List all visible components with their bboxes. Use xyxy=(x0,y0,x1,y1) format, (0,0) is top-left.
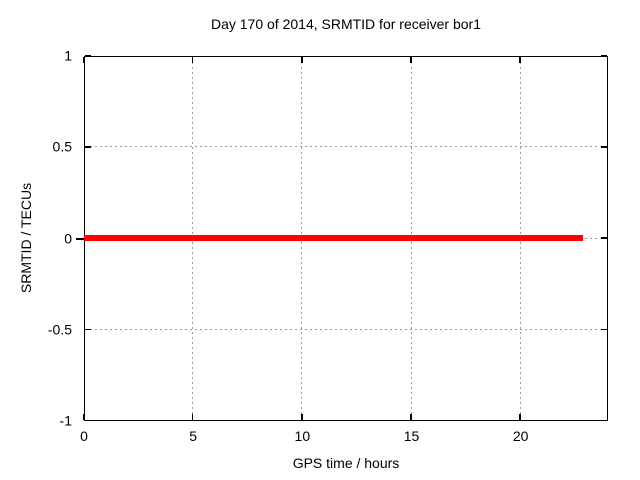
x-tick-label: 15 xyxy=(403,428,420,444)
x-tick-label: 20 xyxy=(512,428,529,444)
x-tick-bottom xyxy=(410,414,412,420)
y-tick-right xyxy=(601,54,607,57)
y-tick-left xyxy=(85,328,91,330)
y-tick-right xyxy=(601,146,607,148)
x-tick-top xyxy=(410,57,412,63)
y-zero-outer-tick xyxy=(75,237,84,240)
x-tick-top xyxy=(519,57,521,63)
x-axis-title: GPS time / hours xyxy=(292,455,400,471)
y-tick-right xyxy=(601,237,607,239)
x-tick-bottom xyxy=(519,414,521,420)
y-tick-label: -1 xyxy=(59,412,72,429)
x-tick-label: 0 xyxy=(80,428,88,444)
x-tick-top xyxy=(82,57,85,63)
x-tick-top xyxy=(191,57,194,63)
x-tick-bottom xyxy=(82,414,85,420)
y-tick-label: 1 xyxy=(64,47,72,64)
x-tick-top xyxy=(301,57,303,63)
y-tick-label: 0.5 xyxy=(52,138,72,155)
y-tick-left xyxy=(85,419,91,422)
x-tick-label: 10 xyxy=(294,428,311,444)
series-line-srmtid xyxy=(83,235,584,241)
x-tick-bottom xyxy=(191,414,194,420)
x-tick-label: 5 xyxy=(189,428,198,444)
y-tick-label: -0.5 xyxy=(47,321,72,338)
y-tick-right xyxy=(601,328,607,330)
x-tick-bottom xyxy=(301,414,303,420)
y-tick-left xyxy=(85,54,91,57)
y-tick-right xyxy=(601,419,607,422)
y-gridline xyxy=(85,328,607,330)
plot-area xyxy=(82,54,608,422)
y-tick-left xyxy=(85,146,91,148)
chart-title: Day 170 of 2014, SRMTID for receiver bor… xyxy=(210,16,481,32)
y-tick-label: 0 xyxy=(64,230,72,246)
y-gridline xyxy=(85,146,607,148)
